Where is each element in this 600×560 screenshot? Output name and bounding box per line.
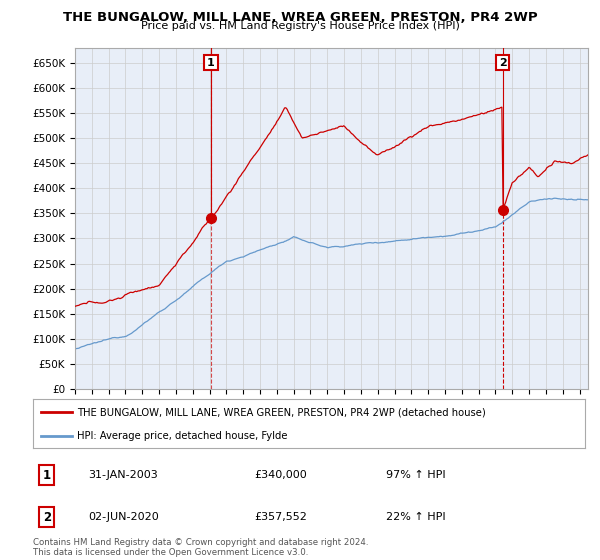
Text: 1: 1 bbox=[207, 58, 215, 68]
Text: 2: 2 bbox=[43, 511, 51, 524]
Text: 2: 2 bbox=[499, 58, 506, 68]
Text: £340,000: £340,000 bbox=[254, 470, 307, 480]
Text: 97% ↑ HPI: 97% ↑ HPI bbox=[386, 470, 446, 480]
Text: 02-JUN-2020: 02-JUN-2020 bbox=[88, 512, 159, 522]
Text: 31-JAN-2003: 31-JAN-2003 bbox=[88, 470, 158, 480]
Text: 1: 1 bbox=[43, 469, 51, 482]
Text: HPI: Average price, detached house, Fylde: HPI: Average price, detached house, Fyld… bbox=[77, 431, 287, 441]
Text: THE BUNGALOW, MILL LANE, WREA GREEN, PRESTON, PR4 2WP: THE BUNGALOW, MILL LANE, WREA GREEN, PRE… bbox=[62, 11, 538, 24]
Text: Contains HM Land Registry data © Crown copyright and database right 2024.
This d: Contains HM Land Registry data © Crown c… bbox=[33, 538, 368, 557]
Text: THE BUNGALOW, MILL LANE, WREA GREEN, PRESTON, PR4 2WP (detached house): THE BUNGALOW, MILL LANE, WREA GREEN, PRE… bbox=[77, 407, 486, 417]
Text: Price paid vs. HM Land Registry's House Price Index (HPI): Price paid vs. HM Land Registry's House … bbox=[140, 21, 460, 31]
Text: 22% ↑ HPI: 22% ↑ HPI bbox=[386, 512, 446, 522]
Text: £357,552: £357,552 bbox=[254, 512, 307, 522]
